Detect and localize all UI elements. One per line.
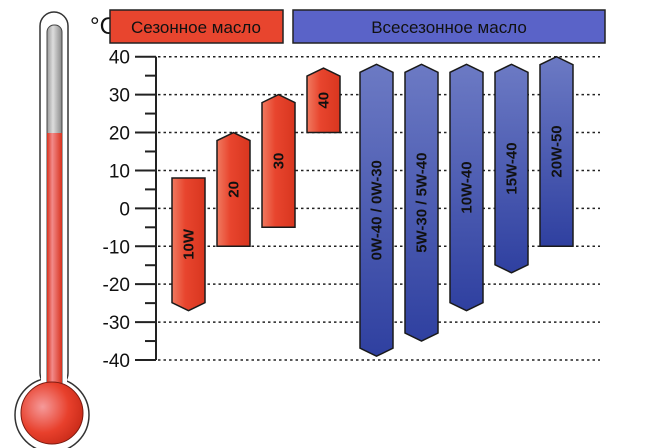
legend: °C Сезонное масло Всесезонное масло (90, 9, 606, 44)
bar-label: 20W-50 (549, 125, 566, 177)
tick-label: 40 (109, 48, 130, 69)
tick-label: -30 (103, 313, 130, 334)
bar-shape (171, 177, 206, 312)
legend-seasonal-swatch (109, 9, 284, 44)
bar-40: 40 (306, 67, 341, 134)
bar-label: 10W (181, 228, 198, 260)
bar-20w-50: 20W-50 (539, 55, 574, 248)
bar-shape (261, 93, 296, 229)
bars: 10W 20 30 40 0W-40 / 0W-30 5W-30 / 5W-40 10W-4… (171, 55, 574, 358)
tick-label: 10 (109, 161, 130, 182)
bar-20: 20 (216, 131, 251, 248)
tick-label: 0 (119, 199, 130, 220)
bar-shape (494, 63, 529, 274)
bar-5w-30-5w-40: 5W-30 / 5W-40 (404, 63, 439, 342)
bar-shape (216, 131, 251, 248)
legend-allseason-label: Всесезонное масло (371, 18, 527, 37)
legend-allseason-swatch (292, 9, 606, 44)
bar-label: 10W-40 (459, 161, 476, 213)
tick-label: -40 (103, 351, 130, 372)
thermometer (14, 11, 90, 448)
bar-30: 30 (261, 93, 296, 229)
bar-10w: 10W (171, 177, 206, 312)
bar-label: 15W-40 (504, 142, 521, 194)
bar-shape (359, 63, 394, 358)
legend-seasonal-label: Сезонное масло (131, 18, 261, 37)
bar-label: 30 (271, 153, 288, 170)
bar-15w-40: 15W-40 (494, 63, 529, 274)
bar-shape (306, 67, 341, 134)
bar-label: 5W-30 / 5W-40 (414, 153, 431, 253)
bar-shape (449, 63, 484, 312)
bar-shape (404, 63, 439, 342)
bar-10w-40: 10W-40 (449, 63, 484, 312)
tick-label: -10 (103, 237, 130, 258)
bar-shape (539, 55, 574, 248)
thermometer-mercury (47, 133, 62, 395)
tick-label: 30 (109, 86, 130, 107)
tick-label: 20 (109, 124, 130, 145)
bar-0w-40-0w-30: 0W-40 / 0W-30 (359, 63, 394, 358)
tick-label: -20 (103, 275, 130, 296)
bar-label: 20 (226, 181, 243, 198)
bar-label: 40 (316, 92, 333, 109)
bar-label: 0W-40 / 0W-30 (369, 160, 386, 260)
